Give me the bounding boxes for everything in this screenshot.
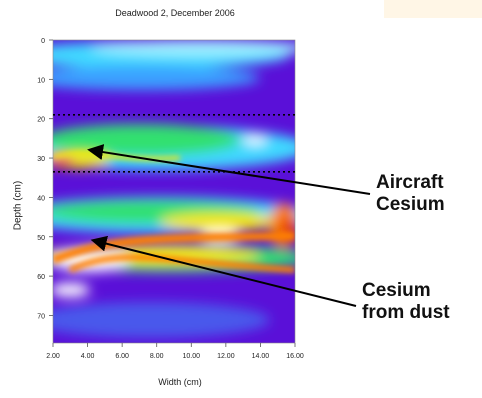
y-tick-label: 20 [37,117,45,124]
annotation-line: Aircraft [376,172,444,193]
heat-blob [90,40,295,56]
annotation-cesium-from-dust: Cesium from dust [362,280,450,324]
x-tick-label: 10.00 [183,353,201,360]
y-tick-label: 70 [37,313,45,320]
x-ticks: 2.00 4.00 6.00 8.00 10.00 12.00 14.00 16.00 [46,343,304,360]
annotation-arrow-aircraft [87,144,371,195]
x-tick-label: 14.00 [252,353,270,360]
annotation-arrow-dust [90,235,357,307]
annotation-line: Cesium [376,194,445,215]
chart-title: Deadwood 2, December 2006 [115,8,235,18]
y-ticks: 0 10 20 30 40 50 60 70 [37,38,53,320]
heat-blob [53,66,260,90]
y-tick-label: 0 [41,38,45,45]
heat-blob [53,283,90,297]
heat-ridge [53,151,181,161]
heat-blob [53,124,240,156]
heatmap-base-low [53,40,295,343]
heat-blob [243,136,267,144]
y-tick-label: 50 [37,235,45,242]
y-tick-label: 40 [37,195,45,202]
x-axis-label: Width (cm) [158,377,202,387]
x-tick-label: 2.00 [46,353,60,360]
x-tick-label: 8.00 [150,353,164,360]
plot-border [52,39,296,344]
heat-blob [53,302,270,338]
heatmap-field [53,40,295,343]
dotted-lines [53,113,295,173]
y-tick-label: 30 [37,156,45,163]
annotation-line: Cesium [362,280,431,301]
x-tick-label: 16.00 [286,353,304,360]
annotation-line: from dust [362,302,450,323]
annotation-aircraft-cesium: Aircraft Cesium [376,172,445,216]
background-patch [384,0,482,18]
x-tick-label: 4.00 [81,353,95,360]
y-tick-label: 60 [37,274,45,281]
y-tick-label: 10 [37,77,45,84]
heat-ridge [68,254,295,273]
x-tick-label: 12.00 [217,353,235,360]
heat-ridge [53,232,295,264]
heat-blob [160,213,280,231]
x-tick-label: 6.00 [115,353,129,360]
